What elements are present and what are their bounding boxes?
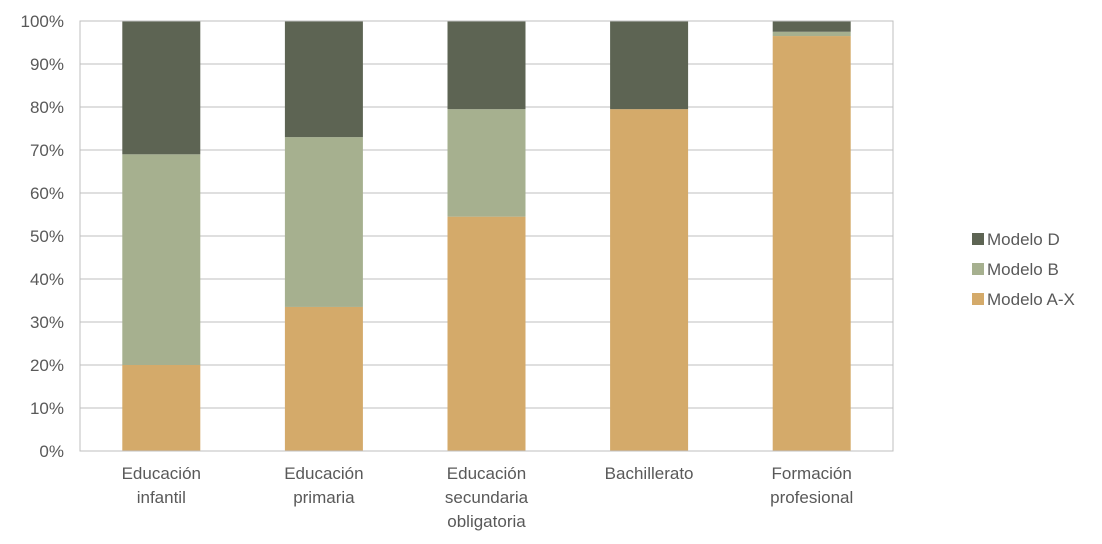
x-category-label-line: Formación xyxy=(772,464,852,483)
bar-modelo-b-2 xyxy=(447,109,526,217)
x-category-label-line: infantil xyxy=(137,488,186,507)
y-axis: 0% 10% 20% 30% 40% 50% 60% 70% 80% 90% 100% xyxy=(21,12,64,461)
y-tick-label: 10% xyxy=(30,399,64,418)
x-category-label-line: primaria xyxy=(293,488,355,507)
x-category-label: Educación infantil xyxy=(122,464,201,507)
y-tick-label: 100% xyxy=(21,12,64,31)
bar-modelo-a-x-3 xyxy=(610,109,689,452)
x-category-label: Educación primaria xyxy=(284,464,363,507)
bar-modelo-b-4 xyxy=(772,31,851,37)
x-category-label-line: secundaria xyxy=(445,488,529,507)
legend-swatch xyxy=(972,263,984,275)
y-tick-label: 90% xyxy=(30,55,64,74)
legend: Modelo D Modelo B Modelo A-X xyxy=(972,230,1075,309)
bar-modelo-a-x-0 xyxy=(122,365,201,451)
bar-modelo-a-x-4 xyxy=(772,36,851,452)
x-category-label-line: profesional xyxy=(770,488,853,507)
bars xyxy=(122,21,851,452)
y-tick-label: 30% xyxy=(30,313,64,332)
y-tick-label: 0% xyxy=(39,442,64,461)
x-category-label: Bachillerato xyxy=(605,464,694,483)
bar-modelo-d-4 xyxy=(772,21,851,32)
plot-frame xyxy=(79,20,894,452)
legend-label: Modelo D xyxy=(987,230,1060,249)
legend-swatch xyxy=(972,233,984,245)
bar-modelo-a-x-1 xyxy=(284,306,363,451)
x-category-label-line: Educación xyxy=(284,464,363,483)
x-category-label-line: Educación xyxy=(447,464,526,483)
legend-label: Modelo B xyxy=(987,260,1059,279)
y-tick-label: 40% xyxy=(30,270,64,289)
bar-modelo-d-3 xyxy=(610,21,689,110)
x-category-label-line: obligatoria xyxy=(447,512,526,531)
bar-modelo-d-0 xyxy=(122,21,201,155)
x-category-label-line: Educación xyxy=(122,464,201,483)
bar-modelo-d-2 xyxy=(447,21,526,110)
bar-modelo-b-1 xyxy=(284,137,363,307)
legend-label: Modelo A-X xyxy=(987,290,1075,309)
x-category-label-line: Bachillerato xyxy=(605,464,694,483)
bar-modelo-b-0 xyxy=(122,154,201,365)
y-tick-label: 80% xyxy=(30,98,64,117)
legend-swatch xyxy=(972,293,984,305)
x-category-label: Educación secundaria obligatoria xyxy=(445,464,529,531)
y-tick-label: 70% xyxy=(30,141,64,160)
x-category-label: Formación profesional xyxy=(770,464,853,507)
y-tick-label: 50% xyxy=(30,227,64,246)
bar-modelo-d-1 xyxy=(284,21,363,138)
y-tick-label: 60% xyxy=(30,184,64,203)
y-tick-label: 20% xyxy=(30,356,64,375)
bar-modelo-a-x-2 xyxy=(447,216,526,451)
